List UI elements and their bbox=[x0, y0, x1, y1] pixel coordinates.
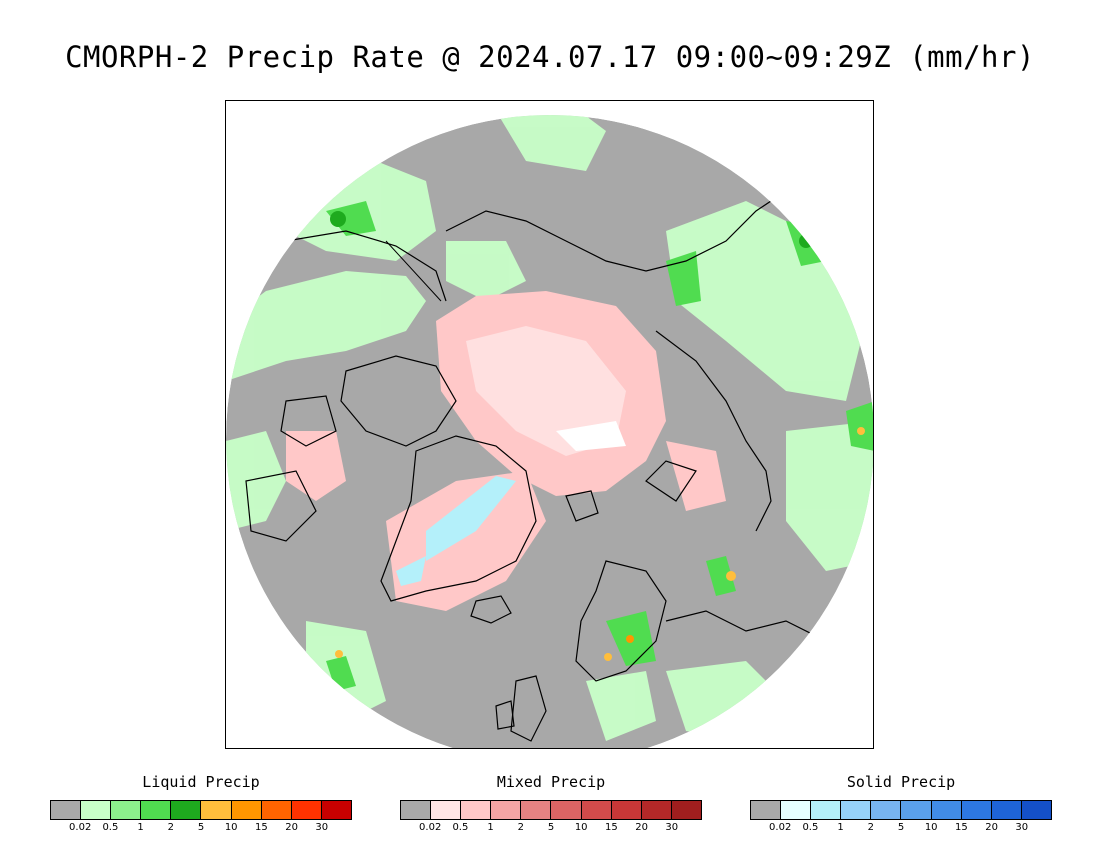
legend-mixed-ticks: 0.02 0.5 1 2 5 10 15 20 30 bbox=[400, 822, 702, 836]
legend-solid-swatch bbox=[931, 801, 962, 819]
legend-liquid-ticks: 0.02 0.5 1 2 5 10 15 20 30 bbox=[50, 822, 352, 836]
legend-solid-tick-label: 1 bbox=[837, 822, 844, 833]
legend-liquid-swatch bbox=[261, 801, 292, 819]
legend-solid-swatch bbox=[991, 801, 1022, 819]
legend-mixed-tick-label: 0.5 bbox=[452, 822, 469, 833]
legend-mixed-tick-label: 20 bbox=[635, 822, 648, 833]
legend-liquid-swatch bbox=[321, 801, 351, 819]
legend-solid-swatch bbox=[901, 801, 932, 819]
mixed-precip-regions bbox=[286, 291, 726, 611]
legend-liquid-swatch bbox=[291, 801, 322, 819]
legend-solid-ticks: 0.02 0.5 1 2 5 10 15 20 30 bbox=[750, 822, 1052, 836]
legend-liquid-title: Liquid Precip bbox=[142, 773, 260, 791]
legend-mixed-tick-label: 0.02 bbox=[419, 822, 442, 833]
legend-mixed-tick-label: 1 bbox=[487, 822, 494, 833]
legend-mixed-swatch bbox=[431, 801, 462, 819]
legend-liquid-swatch bbox=[81, 801, 112, 819]
legend-mixed-tick-label: 2 bbox=[517, 822, 524, 833]
legend-mixed-swatch bbox=[551, 801, 582, 819]
legend-solid-tick-label: 30 bbox=[1015, 822, 1029, 833]
legend-mixed-tick-label: 15 bbox=[605, 822, 618, 833]
legend-liquid-tick-label: 2 bbox=[167, 822, 174, 833]
legend-mixed-swatch bbox=[401, 801, 432, 819]
legend-solid-swatch bbox=[781, 801, 812, 819]
legend-solid-tick-label: 5 bbox=[897, 822, 905, 833]
legend-solid-swatch bbox=[841, 801, 872, 819]
legend-liquid-tick-label: 1 bbox=[137, 822, 144, 833]
legend-liquid-tick-label: 30 bbox=[315, 822, 329, 833]
legend-mixed-tick-label: 10 bbox=[574, 822, 588, 833]
legend-liquid-tick-label: 10 bbox=[224, 822, 238, 833]
map-canvas bbox=[226, 115, 873, 748]
legend-solid-swatch bbox=[751, 801, 782, 819]
legend-liquid-tick-label: 15 bbox=[255, 822, 268, 833]
polar-precip-map bbox=[225, 100, 874, 749]
legend-solid-tick-label: 20 bbox=[985, 822, 998, 833]
legend-liquid-swatch bbox=[51, 801, 82, 819]
legend-liquid-tick-label: 0.02 bbox=[69, 822, 92, 833]
legend-solid-tick-label: 10 bbox=[924, 822, 938, 833]
legend-liquid-swatch bbox=[141, 801, 172, 819]
legend-solid-swatch bbox=[1021, 801, 1051, 819]
legend-liquid-tick-label: 0.5 bbox=[102, 822, 119, 833]
legend-solid-swatch bbox=[811, 801, 842, 819]
legend-solid-swatch bbox=[961, 801, 992, 819]
legend-liquid-swatch bbox=[171, 801, 202, 819]
legend-mixed-colorbar bbox=[400, 800, 702, 820]
border-line bbox=[385, 240, 442, 302]
legend-liquid-colorbar bbox=[50, 800, 352, 820]
legend-mixed-swatch bbox=[641, 801, 672, 819]
legend-solid-swatch bbox=[871, 801, 902, 819]
legend-mixed-tick-label: 30 bbox=[665, 822, 679, 833]
legend-liquid-swatch bbox=[201, 801, 232, 819]
legend-mixed: Mixed Precip 0.02 0.5 1 2 5 10 15 20 30 bbox=[400, 772, 702, 836]
legend-solid-colorbar bbox=[750, 800, 1052, 820]
liquid-precip-heavy bbox=[330, 211, 865, 661]
legend-mixed-swatch bbox=[491, 801, 522, 819]
legend-liquid-swatch bbox=[111, 801, 142, 819]
legend-mixed-tick-label: 5 bbox=[547, 822, 555, 833]
legend-liquid-tick-label: 5 bbox=[197, 822, 205, 833]
legend-liquid: Liquid Precip 0.02 0.5 1 2 5 10 15 20 30 bbox=[50, 772, 352, 836]
chart-title: CMORPH-2 Precip Rate @ 2024.07.17 09:00~… bbox=[65, 40, 1035, 74]
legend-mixed-swatch bbox=[581, 801, 612, 819]
legend-mixed-swatch bbox=[461, 801, 492, 819]
legend-solid-tick-label: 2 bbox=[867, 822, 874, 833]
liquid-precip-moderate bbox=[326, 201, 873, 691]
legend-solid-tick-label: 15 bbox=[955, 822, 968, 833]
legend-solid-title: Solid Precip bbox=[846, 773, 956, 791]
solid-precip-regions bbox=[396, 421, 626, 586]
legend-solid: Solid Precip 0.02 0.5 1 2 5 10 15 20 30 bbox=[750, 772, 1052, 836]
legend-liquid-swatch bbox=[231, 801, 262, 819]
legend-solid-tick-label: 0.5 bbox=[802, 822, 819, 833]
legend-mixed-swatch bbox=[671, 801, 701, 819]
legend-mixed-title: Mixed Precip bbox=[496, 773, 606, 791]
legend-mixed-swatch bbox=[611, 801, 642, 819]
coastlines bbox=[245, 190, 867, 742]
legend-liquid-tick-label: 20 bbox=[285, 822, 298, 833]
legend-solid-tick-label: 0.02 bbox=[769, 822, 792, 833]
legend-mixed-swatch bbox=[521, 801, 552, 819]
